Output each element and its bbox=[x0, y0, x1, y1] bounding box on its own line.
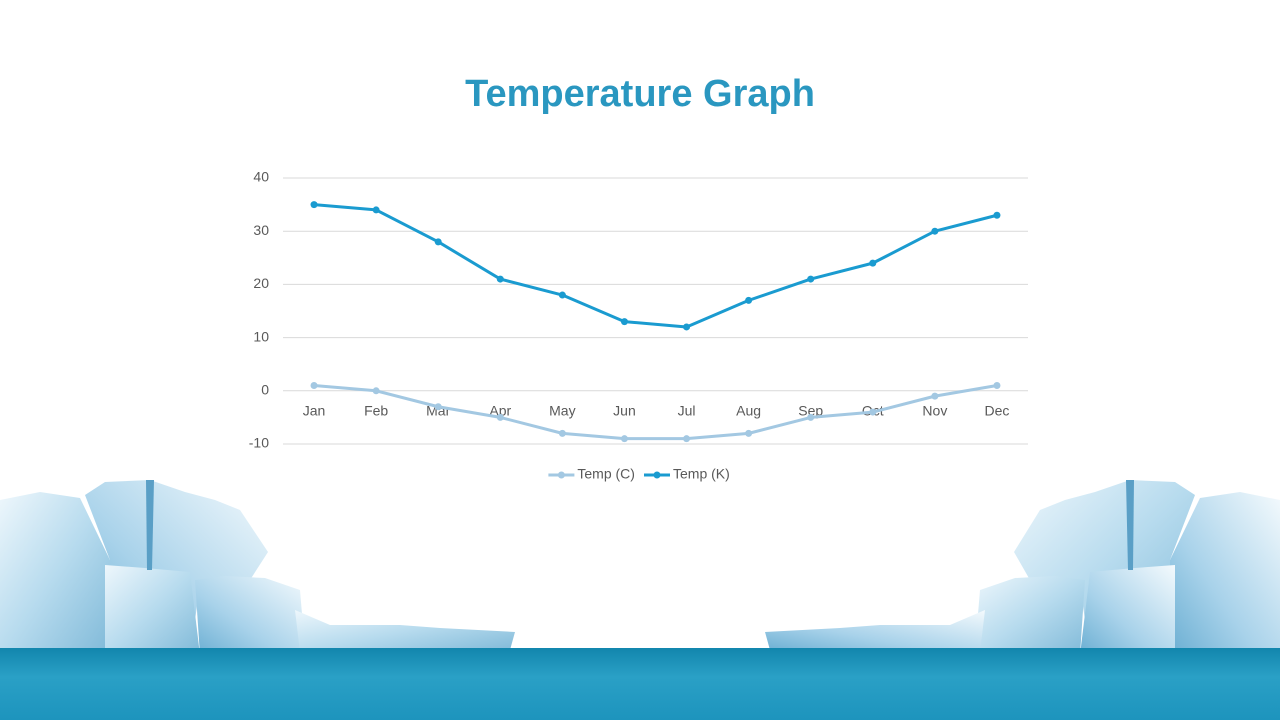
data-point bbox=[434, 238, 442, 246]
data-point bbox=[434, 403, 442, 411]
legend-label: Temp (K) bbox=[673, 466, 730, 482]
data-point bbox=[620, 435, 628, 443]
x-tick-label: Feb bbox=[364, 403, 388, 419]
y-tick-label: 40 bbox=[253, 169, 269, 185]
data-point bbox=[496, 275, 504, 283]
x-tick-label: May bbox=[549, 403, 575, 419]
iceberg-right bbox=[765, 480, 1280, 655]
data-point bbox=[745, 429, 753, 437]
data-point bbox=[931, 392, 939, 400]
x-tick-label: Aug bbox=[736, 403, 761, 419]
data-point bbox=[931, 227, 939, 235]
series-line bbox=[313, 203, 998, 329]
data-point bbox=[807, 413, 815, 421]
x-tick-label: Jan bbox=[303, 403, 326, 419]
data-point bbox=[496, 413, 504, 421]
data-point bbox=[993, 381, 1001, 389]
data-point bbox=[683, 323, 691, 331]
x-tick-label: Nov bbox=[922, 403, 947, 419]
x-tick-label: Apr bbox=[489, 403, 511, 419]
data-point bbox=[745, 296, 753, 304]
data-point bbox=[807, 275, 815, 283]
data-point bbox=[869, 259, 877, 267]
y-tick-label: 30 bbox=[253, 222, 269, 238]
chart-title: Temperature Graph bbox=[465, 73, 815, 115]
iceberg-left bbox=[0, 480, 515, 655]
y-tick-label: 0 bbox=[261, 382, 269, 398]
sea bbox=[0, 648, 1280, 720]
chart: -10010203040JanFebMarAprMayJunJulAugSepO… bbox=[249, 169, 1028, 482]
data-point bbox=[372, 387, 380, 395]
x-tick-label: Jul bbox=[678, 403, 696, 419]
data-point bbox=[558, 291, 566, 299]
data-point bbox=[372, 206, 380, 214]
y-tick-label: 20 bbox=[253, 275, 269, 291]
data-point bbox=[620, 318, 628, 326]
legend-marker bbox=[557, 471, 565, 479]
x-tick-label: Jun bbox=[613, 403, 636, 419]
data-point bbox=[869, 408, 877, 416]
data-point bbox=[993, 211, 1001, 219]
data-point bbox=[558, 429, 566, 437]
y-tick-label: 10 bbox=[253, 328, 269, 344]
legend-marker bbox=[653, 471, 661, 479]
x-tick-label: Dec bbox=[985, 403, 1010, 419]
x-tick-label: Sep bbox=[798, 403, 823, 419]
y-tick-label: -10 bbox=[249, 435, 269, 451]
data-point bbox=[310, 201, 318, 209]
legend-label: Temp (C) bbox=[577, 466, 635, 482]
data-point bbox=[310, 381, 318, 389]
series-line bbox=[313, 383, 998, 441]
data-point bbox=[683, 435, 691, 443]
